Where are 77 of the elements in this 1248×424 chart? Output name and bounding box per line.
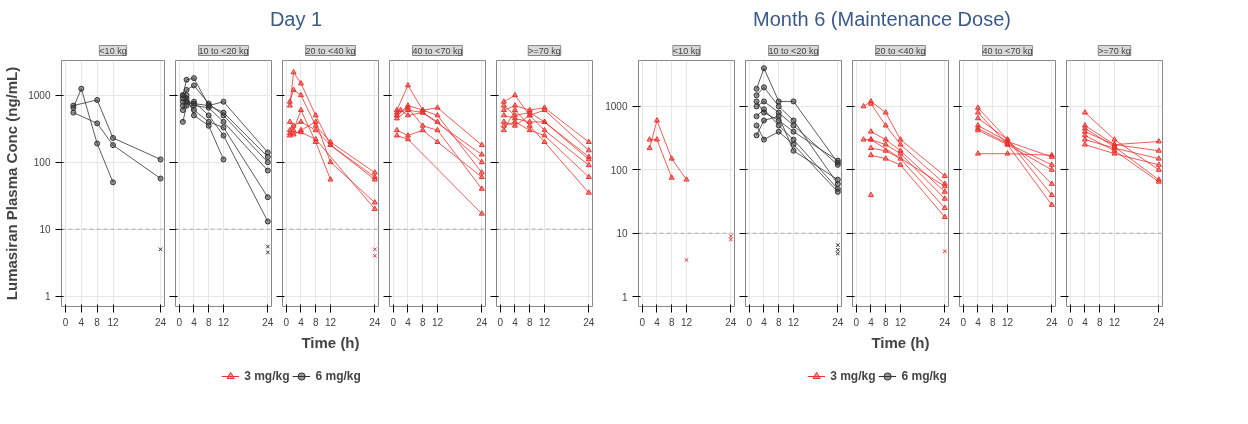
x-tick-label: 24 <box>583 316 595 328</box>
x-tick-label: 12 <box>894 316 907 328</box>
chart-title: >=70 kg <box>1098 45 1131 56</box>
x-tick-label: 0 <box>639 316 646 328</box>
chart-title: 20 to <40 kg <box>305 45 356 56</box>
y-tick-label: 100 <box>610 164 628 176</box>
x-tick-label: 8 <box>668 316 675 328</box>
x-tick-label: 24 <box>369 316 381 328</box>
text: Day 1 <box>269 7 323 32</box>
x-tick-label: 24 <box>476 316 488 328</box>
x-tick-label: 8 <box>94 316 101 328</box>
chart-title: 20 to <40 kg <box>875 45 926 56</box>
x-tick-label: 8 <box>526 316 533 328</box>
x-tick-label: 12 <box>1001 316 1014 328</box>
x-tick-label: 8 <box>419 316 426 328</box>
y-tick-label: 100 <box>33 157 51 169</box>
x-tick-label: 8 <box>989 316 996 328</box>
y-tick-label: 1 <box>44 291 51 303</box>
x-tick-label: 4 <box>1082 316 1089 328</box>
y-tick-label: 10 <box>616 228 628 240</box>
x-tick-label: 24 <box>262 316 274 328</box>
x-tick-label: 0 <box>283 316 290 328</box>
x-tick-label: 12 <box>217 316 230 328</box>
chart-title: <10 kg <box>672 45 701 56</box>
x-tick-label: 4 <box>405 316 412 328</box>
x-tick-label: 12 <box>1108 316 1121 328</box>
x-tick-label: 8 <box>1096 316 1103 328</box>
y-tick-label: 10 <box>39 224 51 236</box>
y-tick-label: 1000 <box>605 101 628 113</box>
x-tick-label: 12 <box>787 316 800 328</box>
legend-label: 6 mg/kg <box>315 369 361 383</box>
chart-title: 10 to <20 kg <box>198 45 249 56</box>
x-tick-label: 24 <box>154 316 167 328</box>
x-tick-label: 12 <box>538 316 551 328</box>
x-axis-title: Time (h) <box>871 333 930 351</box>
x-tick-label: 8 <box>205 316 212 328</box>
x-tick-label: 24 <box>1046 316 1058 328</box>
x-tick-label: 8 <box>312 316 319 328</box>
x-tick-label: 4 <box>298 316 305 328</box>
x-tick-label: 4 <box>975 316 982 328</box>
x-tick-label: 4 <box>191 316 198 328</box>
x-tick-label: 8 <box>882 316 889 328</box>
y-tick-label: 1000 <box>28 90 51 102</box>
x-tick-label: 0 <box>497 316 504 328</box>
x-tick-label: 8 <box>775 316 782 328</box>
x-tick-label: 4 <box>512 316 519 328</box>
x-tick-label: 4 <box>78 316 85 328</box>
x-tick-label: 24 <box>725 316 737 328</box>
chart-title: 40 to <70 kg <box>982 45 1033 56</box>
x-tick-label: 0 <box>390 316 397 328</box>
y-tick-label: 1 <box>621 291 628 303</box>
x-tick-label: 24 <box>939 316 951 328</box>
x-tick-label: 0 <box>62 316 69 328</box>
x-tick-label: 24 <box>1153 316 1165 328</box>
chart-title: >=70 kg <box>528 45 561 56</box>
x-tick-label: 4 <box>761 316 768 328</box>
x-tick-label: 12 <box>324 316 337 328</box>
x-tick-label: 12 <box>431 316 444 328</box>
x-tick-label: 0 <box>853 316 860 328</box>
x-tick-label: 0 <box>960 316 967 328</box>
legend-label: 3 mg/kg <box>244 369 290 383</box>
y-axis-title: Lumasiran Plasma Conc (ng/mL) <box>3 66 21 301</box>
legend-label: 3 mg/kg <box>830 369 876 383</box>
chart-title: 10 to <20 kg <box>768 45 819 56</box>
x-tick-label: 4 <box>654 316 661 328</box>
chart-title: 40 to <70 kg <box>412 45 463 56</box>
x-tick-label: 12 <box>107 316 119 328</box>
x-tick-label: 0 <box>746 316 753 328</box>
text: Month 6 (Maintenance Dose) <box>753 7 1011 32</box>
chart-title: <10 kg <box>99 45 127 56</box>
x-axis-title: Time (h) <box>301 333 360 351</box>
x-tick-label: 0 <box>176 316 183 328</box>
x-tick-label: 12 <box>680 316 693 328</box>
x-tick-label: 4 <box>868 316 875 328</box>
x-tick-label: 24 <box>832 316 844 328</box>
legend-label: 6 mg/kg <box>901 369 947 383</box>
x-tick-label: 0 <box>1067 316 1074 328</box>
